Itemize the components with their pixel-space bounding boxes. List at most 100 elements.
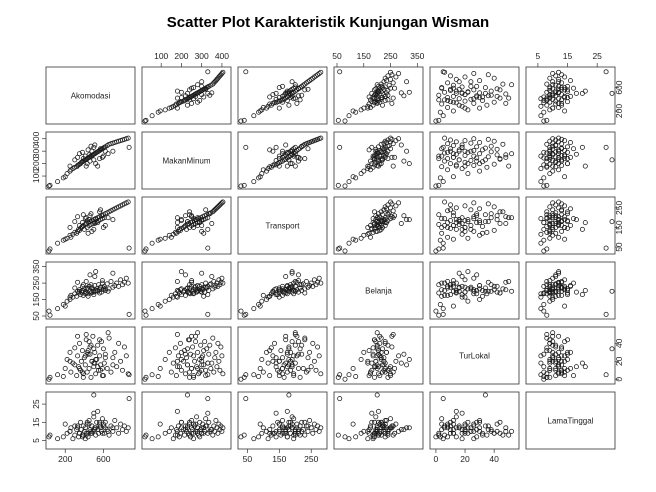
panel-belanja-akomodasi [45, 261, 136, 320]
data-point [183, 292, 188, 298]
data-point [453, 139, 459, 145]
data-point [373, 146, 379, 152]
data-point [77, 340, 82, 346]
data-point [46, 376, 52, 382]
data-point [477, 168, 483, 174]
data-point [305, 355, 311, 361]
data-point [384, 349, 389, 355]
data-point [126, 311, 132, 317]
data-point [189, 85, 195, 91]
data-point [450, 93, 456, 99]
data-point [346, 240, 352, 246]
data-point [195, 82, 201, 88]
data-point [553, 230, 559, 236]
data-point [445, 105, 451, 110]
data-point [197, 369, 203, 375]
data-point [289, 421, 295, 427]
data-point [453, 100, 459, 106]
panel-makanminum-akomodasi [45, 131, 136, 190]
data-point [157, 236, 163, 242]
data-point [184, 286, 189, 292]
data-point [108, 279, 114, 284]
data-point [453, 289, 459, 295]
data-point [448, 430, 453, 436]
data-point [75, 214, 81, 220]
data-point [553, 210, 559, 216]
data-point [382, 138, 388, 144]
data-point [95, 364, 101, 370]
data-point [456, 285, 462, 291]
data-point [311, 358, 317, 364]
data-point [500, 209, 506, 215]
data-point [203, 284, 209, 290]
data-point [541, 118, 547, 124]
data-point [456, 270, 462, 276]
data-point [439, 421, 445, 427]
data-point [302, 337, 308, 343]
data-point [442, 199, 448, 205]
data-point [199, 425, 205, 431]
data-point [468, 425, 474, 431]
data-point [445, 285, 451, 291]
data-point [296, 366, 301, 371]
data-point [273, 410, 279, 416]
data-point [106, 335, 112, 341]
data-point [550, 158, 556, 163]
panel-lamatinggal-akomodasi [45, 391, 136, 450]
data-point [178, 349, 184, 355]
data-point [477, 419, 483, 425]
panel-lamatinggal-transport [237, 391, 328, 450]
data-point [384, 151, 389, 157]
data-point [565, 225, 570, 231]
data-point [374, 82, 380, 88]
data-point [189, 100, 195, 106]
data-point [217, 367, 223, 373]
data-point [178, 286, 184, 292]
data-point [296, 430, 301, 436]
data-point [143, 117, 149, 123]
data-point [220, 425, 226, 431]
data-point [582, 364, 588, 370]
data-point [547, 278, 553, 284]
data-point [366, 147, 372, 153]
data-point [80, 212, 86, 218]
data-point [559, 85, 565, 91]
data-point [286, 102, 292, 108]
data-point [456, 96, 462, 102]
data-point [374, 344, 380, 350]
data-point [547, 358, 553, 364]
data-point [219, 428, 225, 434]
data-point [477, 140, 483, 145]
data-point [556, 167, 562, 173]
data-point [308, 364, 314, 370]
data-point [101, 360, 107, 366]
data-point [174, 215, 180, 221]
data-point [445, 225, 451, 230]
data-point [289, 148, 295, 154]
data-point [480, 288, 485, 293]
data-point [485, 201, 491, 207]
data-point [89, 228, 95, 234]
data-point [448, 137, 453, 143]
data-point [195, 428, 201, 434]
data-point [556, 96, 562, 102]
data-point [185, 346, 190, 352]
data-point [292, 82, 298, 88]
data-point [55, 372, 61, 378]
data-point [440, 306, 446, 312]
data-point [184, 355, 189, 361]
y-tick-label-makanminum: 400 [31, 131, 41, 145]
data-point [385, 97, 391, 103]
data-point [62, 366, 68, 371]
data-point [579, 226, 585, 232]
data-point [388, 364, 393, 370]
data-point [370, 153, 376, 159]
data-point [485, 136, 491, 142]
panel-border [237, 196, 328, 255]
data-point [305, 86, 311, 92]
data-point [456, 217, 462, 223]
data-point [562, 108, 568, 114]
data-point [450, 151, 456, 157]
data-point [365, 163, 371, 169]
data-point [110, 270, 116, 276]
